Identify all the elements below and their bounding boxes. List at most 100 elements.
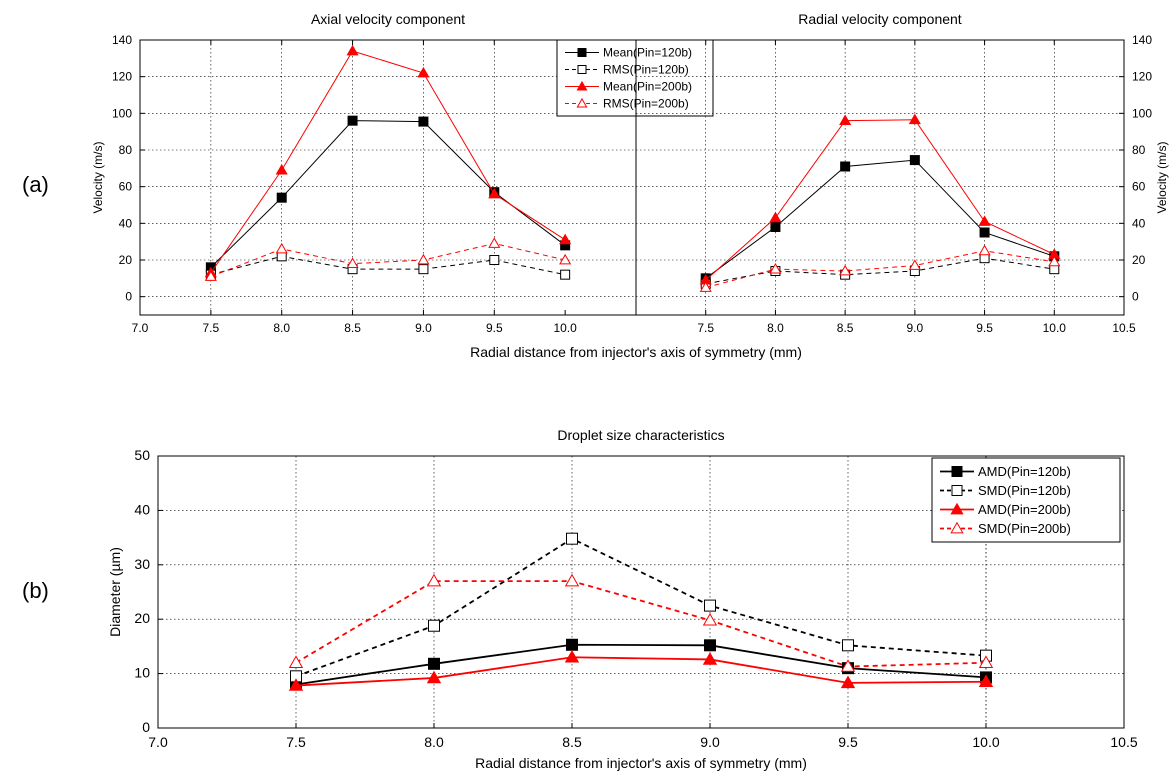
x-tick-label: 8.0: [273, 321, 290, 335]
x-tick-label: 10.5: [1112, 321, 1136, 335]
data-point: [908, 113, 921, 125]
data-point: [842, 639, 854, 652]
x-tick-label: 7.5: [286, 734, 306, 750]
x-tick-label: 8.5: [562, 734, 582, 750]
legend-marker: [950, 502, 964, 515]
y-tick-label: 80: [119, 143, 133, 157]
legend-label: RMS(Pin=120b): [603, 63, 689, 77]
data-point: [564, 573, 580, 587]
data-point: [275, 163, 288, 175]
y-tick-label: 80: [1132, 143, 1146, 157]
legend-label: Mean(Pin=200b): [603, 80, 692, 94]
y-tick-label: 120: [1132, 70, 1152, 84]
series-line: [295, 537, 987, 678]
y-tick-label: 40: [1132, 216, 1146, 230]
data-point: [426, 573, 442, 587]
data-point: [839, 264, 852, 276]
data-point: [426, 670, 442, 684]
y-tick-label: 140: [112, 33, 132, 47]
data-point: [428, 657, 440, 670]
legend-label: AMD(Pin=200b): [978, 502, 1071, 517]
data-point: [702, 652, 718, 665]
series-droplet-3: [288, 573, 994, 672]
series-droplet-2: [288, 649, 994, 691]
series-droplet-1: [290, 532, 992, 683]
x-tick-label: 7.5: [203, 321, 220, 335]
series-line: [210, 50, 566, 274]
series-radial-2: [699, 113, 1061, 285]
x-tick-label: 8.5: [344, 321, 361, 335]
data-point: [770, 222, 781, 232]
legend-marker: [576, 97, 588, 108]
series-line: [210, 255, 566, 276]
data-point: [347, 115, 358, 126]
legend-marker: [577, 48, 587, 57]
legend-marker: [951, 485, 963, 496]
y-tick-label: 100: [1132, 106, 1152, 120]
y-tick-label: 60: [119, 180, 133, 194]
series-line: [210, 120, 566, 268]
x-tick-label: 9.5: [486, 321, 503, 335]
legend-marker: [577, 65, 587, 74]
y-tick-label: 0: [125, 290, 132, 304]
series-radial-0: [700, 155, 1060, 284]
data-point: [488, 237, 501, 248]
x-tick-label: 7.5: [697, 321, 714, 335]
data-point: [346, 44, 359, 56]
data-point: [418, 264, 429, 275]
data-point: [1048, 255, 1061, 267]
y-tick-label: 0: [142, 719, 150, 735]
data-point: [840, 161, 851, 172]
legend-label: AMD(Pin=120b): [978, 464, 1071, 479]
data-point: [840, 659, 856, 672]
y-tick-label: 50: [134, 447, 150, 463]
data-point: [276, 192, 287, 203]
series-axial-2: [204, 44, 572, 278]
plot-frame-radial: [635, 39, 1125, 316]
data-point: [702, 612, 718, 626]
legend-label: SMD(Pin=200b): [978, 521, 1071, 536]
data-point: [909, 155, 920, 166]
x-tick-label: 8.0: [424, 734, 444, 750]
x-axis-label: Radial distance from injector's axis of …: [475, 755, 807, 771]
y-tick-label: 140: [1132, 33, 1152, 47]
data-point: [559, 253, 572, 265]
data-point: [288, 678, 304, 691]
legend-label: Mean(Pin=120b): [603, 46, 692, 60]
series-line: [210, 242, 566, 277]
series-axial-3: [204, 237, 572, 281]
panel-label-b: (b): [22, 578, 49, 603]
data-point: [979, 227, 990, 238]
x-tick-label: 10.0: [1043, 321, 1067, 335]
series-radial-3: [699, 244, 1061, 292]
x-tick-label: 9.0: [700, 734, 720, 750]
series-line: [705, 159, 1055, 279]
data-point: [488, 187, 501, 199]
chart-title: Radial velocity component: [798, 11, 962, 27]
chart-title: Axial velocity component: [311, 11, 465, 27]
data-point: [978, 244, 991, 256]
data-point: [489, 255, 500, 265]
x-tick-label: 8.0: [767, 321, 784, 335]
y-axis-label: Diameter (µm): [107, 547, 123, 637]
data-point: [704, 599, 716, 612]
series-line: [705, 257, 1055, 285]
y-tick-label: 10: [134, 665, 150, 681]
y-tick-label: 120: [112, 70, 132, 84]
legend-label: RMS(Pin=200b): [603, 97, 689, 111]
plot-frame-droplet: [157, 455, 1125, 729]
legend-label: SMD(Pin=120b): [978, 483, 1071, 498]
grid-axial: [140, 40, 636, 315]
x-tick-label: 10.5: [1110, 734, 1137, 750]
data-point: [204, 270, 217, 281]
data-point: [769, 211, 782, 223]
data-point: [417, 66, 430, 78]
data-point: [840, 675, 856, 689]
chart-radial: 7.5 8.0 8.5 9.0 9.5 10.0 10.5 0 20 40 60 80 100 120 14…: [470, 11, 1169, 360]
data-point: [978, 674, 994, 688]
panel-label-a: (a): [22, 172, 49, 197]
y-tick-label: 40: [134, 501, 150, 517]
legend-droplet: AMD(Pin=120b) SMD(Pin=120b) AMD(Pin=200b) S…: [931, 457, 1121, 543]
data-point: [704, 639, 716, 652]
